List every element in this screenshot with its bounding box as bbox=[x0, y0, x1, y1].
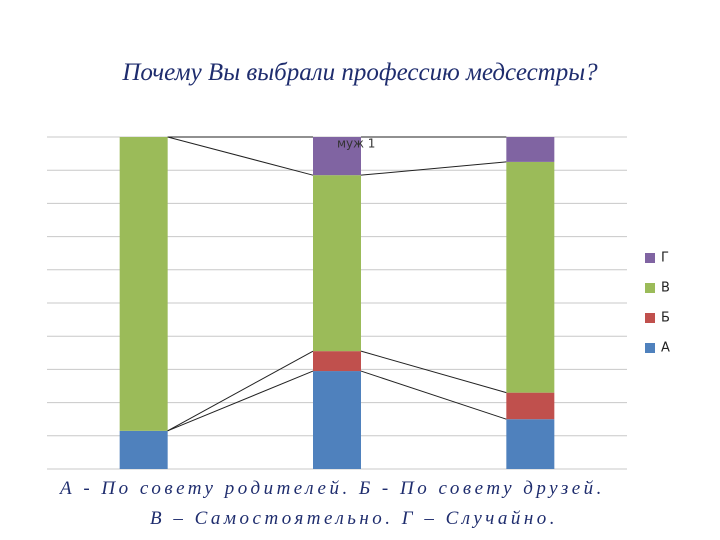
series-line bbox=[360, 161, 507, 176]
series-line bbox=[167, 370, 314, 432]
legend-swatch bbox=[645, 283, 655, 293]
bar-segment bbox=[313, 351, 361, 372]
legend-label: Б bbox=[661, 311, 670, 326]
bar-segment bbox=[313, 175, 361, 352]
bar-segment bbox=[119, 137, 168, 431]
legend-label: Г bbox=[661, 251, 669, 266]
caption: В – Самостоятельно. Г – Случайно. bbox=[150, 508, 558, 529]
caption: А - По совету родителей. Б - По совету д… bbox=[58, 478, 605, 499]
series-line bbox=[167, 136, 314, 176]
bar-segment bbox=[506, 419, 555, 469]
bar-segment bbox=[506, 392, 555, 420]
bar-segment bbox=[506, 161, 555, 393]
legend-label: В bbox=[661, 281, 670, 296]
legend-label: А bbox=[661, 341, 670, 356]
series-line bbox=[167, 350, 314, 432]
bar-segment bbox=[119, 430, 168, 469]
legend-swatch bbox=[645, 343, 655, 353]
chart-title: Почему Вы выбрали профессию медсестры? bbox=[121, 59, 598, 86]
bar-segment bbox=[313, 137, 361, 176]
legend-swatch bbox=[645, 253, 655, 263]
series-line bbox=[360, 350, 507, 394]
bar-segment bbox=[506, 137, 555, 162]
annotation: муж 1 bbox=[337, 137, 375, 151]
bar-segment bbox=[313, 371, 361, 469]
legend-swatch bbox=[645, 313, 655, 323]
series-line bbox=[360, 370, 507, 420]
